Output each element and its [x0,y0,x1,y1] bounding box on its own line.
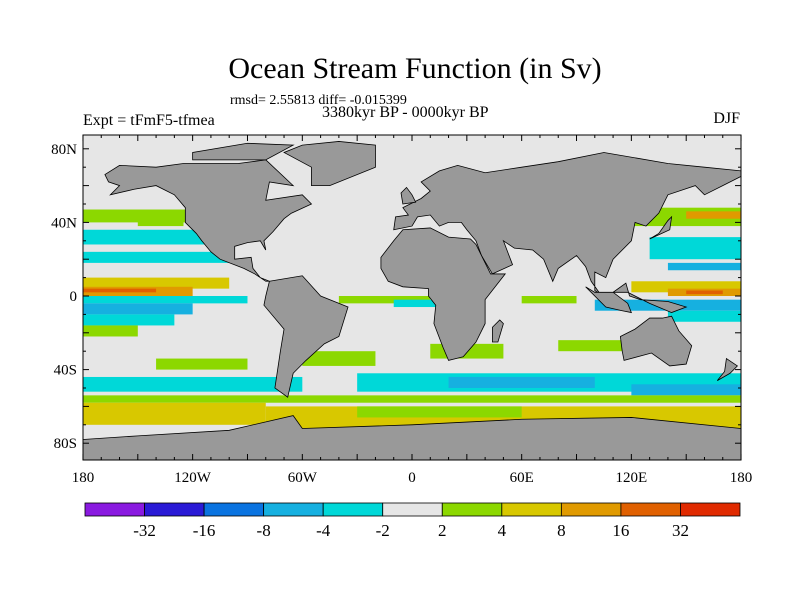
land-mask [83,141,741,460]
landmass-south-america [263,275,349,398]
landmass-eurasia [393,152,741,295]
lat-tick-label: 0 [70,289,78,305]
landmass-australia [619,315,693,367]
colorbar-swatch [441,502,503,517]
landmass-greenland [283,141,376,187]
colorbar-swatch [144,502,205,517]
lon-tick-label: 180 [72,470,95,486]
lon-tick-label: 60E [510,470,534,486]
colorbar-label: -32 [133,521,156,540]
landmass-new-zealand [716,357,739,381]
colorbar-label: 32 [672,521,689,540]
lat-tick-label: 80N [51,142,77,158]
colorbar-swatch [501,502,562,517]
colorbar: -32 -16 -8 -4 -2 2 4 8 16 32 [84,502,741,540]
colorbar-swatch [620,502,681,517]
landmass-madagascar [492,319,504,343]
landmass-indonesia [585,282,688,314]
contour-region [558,340,632,352]
lon-tick-label: 120W [174,470,212,486]
colorbar-label: -2 [376,521,390,540]
contour-region [631,384,741,396]
contour-region [357,406,522,418]
colorbar-label: -16 [193,521,216,540]
contour-region [448,376,595,388]
landmass-britain [400,186,417,205]
landmass-north-america [104,159,313,282]
axis-ticks: 80N 40N 0 40S 80S 180 120W 60W 0 60E 120E 180 [51,135,752,486]
season-label: DJF [713,110,740,127]
landmass-antarctica [83,415,741,460]
colorbar-label: -4 [316,521,331,540]
colorbar-swatch [560,502,622,517]
lat-tick-label: 80S [54,436,77,452]
contour-region [83,325,138,337]
colorbar-swatch [84,502,145,517]
colorbar-swatch [322,502,384,517]
contour-region [686,211,741,219]
contour-region [83,402,266,425]
colorbar-label: 4 [498,521,507,540]
landmass-japan [649,215,673,240]
contour-region [83,229,211,245]
period-label: 3380kyr BP - 0000kyr BP [322,104,489,121]
lat-tick-label: 40S [54,363,77,379]
stats-text: rmsd= 2.55813 diff= -0.015399 [230,93,407,108]
contour-region [649,237,741,260]
lat-tick-label: 40N [51,215,77,231]
contour-region [667,310,741,322]
colorbar-swatch [203,502,265,517]
colorbar-label: -8 [257,521,271,540]
contour-region [83,376,303,392]
contour-region [631,281,741,293]
contour-region [686,290,723,295]
colorbar-swatch [382,502,443,517]
colorbar-label: 16 [612,521,629,540]
contour-region [302,351,376,366]
experiment-label: Expt = tFmF5-tfmea [83,112,215,129]
lon-tick-label: 0 [408,470,416,486]
landmass-arctic-islands [192,142,295,161]
contour-region [338,296,431,304]
contour-region [83,251,230,263]
contour-region [83,395,741,403]
landmass-africa [380,227,507,361]
contour-region [156,358,248,370]
contour-region [83,288,157,293]
contour-region [137,216,184,227]
colorbar-label: 2 [438,521,447,540]
colorbar-label: 8 [557,521,566,540]
lon-tick-label: 180 [730,470,753,486]
lon-tick-label: 60W [288,470,318,486]
contour-region [83,277,230,289]
lon-tick-label: 120E [616,470,648,486]
colorbar-swatch [263,502,324,517]
contour-region [83,296,248,304]
contour-region [393,299,467,308]
contour-region [521,296,577,304]
contour-region [83,314,175,326]
plot-title: Ocean Stream Function (in Sv) [228,52,602,85]
colorbar-swatch [680,502,741,517]
contour-region [83,303,193,315]
contour-region [667,262,741,271]
